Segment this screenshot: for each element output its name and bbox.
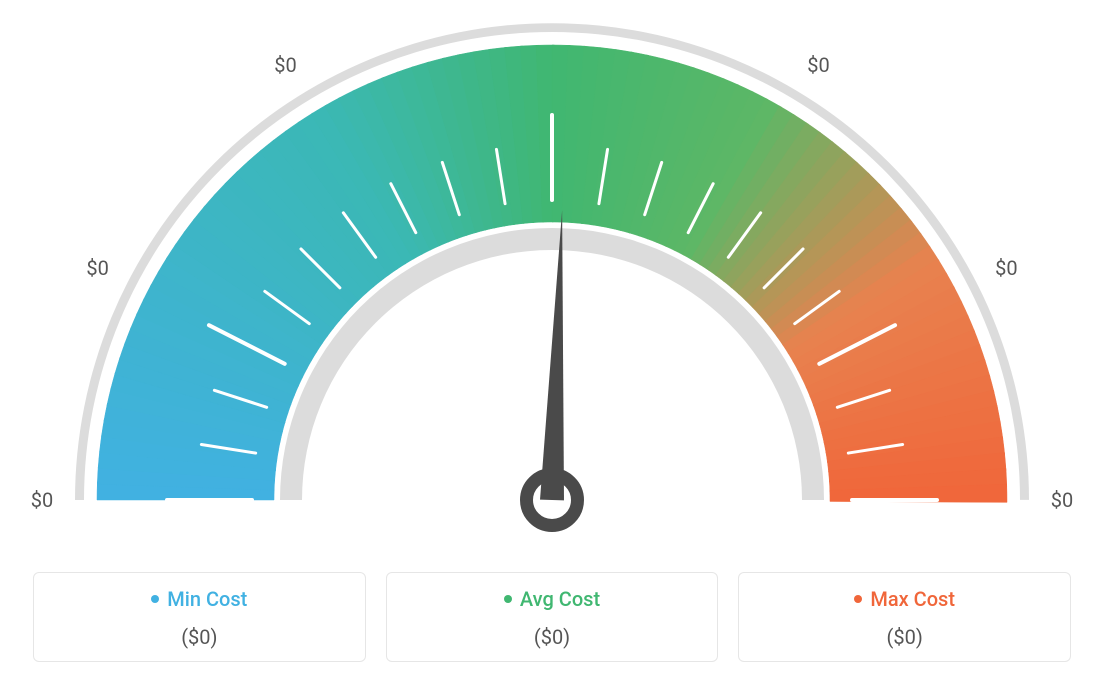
legend-box-avg: Avg Cost ($0) (386, 572, 719, 662)
legend-label-avg: Avg Cost (520, 587, 600, 611)
legend-box-min: Min Cost ($0) (33, 572, 366, 662)
gauge-scale-label: $0 (807, 53, 829, 77)
gauge-svg (0, 0, 1104, 560)
legend-box-max: Max Cost ($0) (738, 572, 1071, 662)
gauge-chart: $0 $0 $0 $0 $0 $0 $0 (0, 0, 1104, 560)
legend-value-avg: ($0) (387, 625, 718, 649)
legend-title-max: Max Cost (854, 587, 955, 611)
gauge-scale-label: $0 (86, 256, 108, 280)
legend-dot-min (151, 595, 159, 603)
legend-label-min: Min Cost (167, 587, 247, 611)
legend-dot-avg (504, 595, 512, 603)
gauge-scale-label: $0 (1051, 488, 1073, 512)
legend-label-max: Max Cost (870, 587, 955, 611)
gauge-scale-label: $0 (31, 488, 53, 512)
legend-title-min: Min Cost (151, 587, 247, 611)
gauge-scale-label: $0 (541, 0, 563, 2)
gauge-scale-label: $0 (274, 53, 296, 77)
legend-title-avg: Avg Cost (504, 587, 600, 611)
legend-value-max: ($0) (739, 625, 1070, 649)
legend-dot-max (854, 595, 862, 603)
gauge-scale-label: $0 (995, 256, 1017, 280)
legend-row: Min Cost ($0) Avg Cost ($0) Max Cost ($0… (33, 572, 1071, 662)
legend-value-min: ($0) (34, 625, 365, 649)
